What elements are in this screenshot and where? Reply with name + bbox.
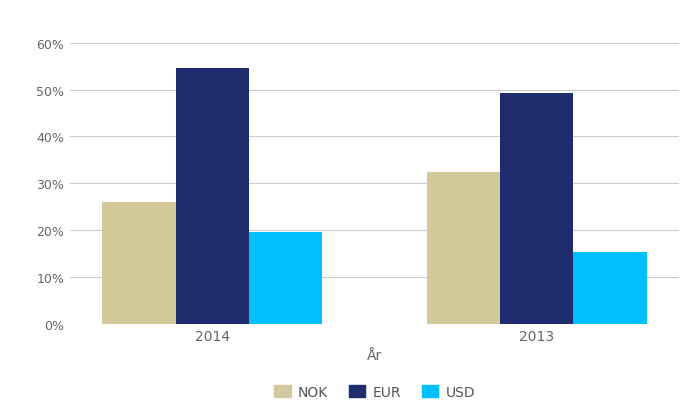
Bar (248, 233, 322, 324)
Bar (427, 172, 500, 324)
X-axis label: År: År (367, 348, 382, 362)
Bar (176, 69, 248, 324)
Legend: NOK, EUR, USD: NOK, EUR, USD (269, 379, 480, 405)
Bar (500, 94, 573, 324)
Bar (102, 202, 176, 324)
Bar (573, 252, 647, 324)
